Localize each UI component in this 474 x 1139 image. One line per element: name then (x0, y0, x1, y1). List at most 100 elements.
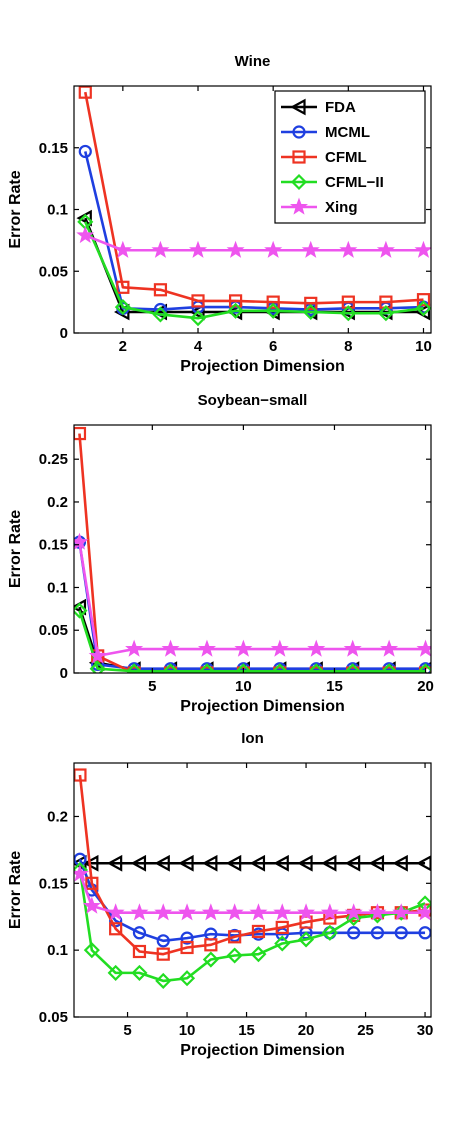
x-axis-label: Projection Dimension (180, 358, 344, 375)
data-point (346, 666, 360, 673)
data-point (370, 926, 385, 940)
data-point (85, 876, 99, 890)
data-point (151, 240, 170, 258)
data-point (130, 903, 149, 921)
data-point (392, 903, 411, 921)
data-point (202, 854, 218, 872)
series-line (78, 541, 426, 658)
data-point (251, 924, 266, 939)
x-tick-label: 25 (357, 1022, 374, 1039)
data-point (320, 903, 339, 921)
data-point (343, 639, 362, 657)
data-point (154, 903, 173, 921)
legend: FDA MCML CFML CFML−II Xing (274, 90, 426, 224)
data-point (74, 602, 88, 619)
data-point (125, 639, 144, 657)
series-line (78, 774, 426, 956)
data-point (274, 935, 291, 952)
data-point (178, 970, 196, 987)
series-line (84, 234, 424, 252)
data-point (418, 666, 431, 673)
x-tick-label: 6 (269, 338, 277, 355)
y-tick-label: 0.2 (47, 494, 68, 511)
data-point (235, 663, 252, 673)
data-point (321, 924, 338, 941)
data-point (228, 294, 243, 308)
chart-panel-1: Wine 2 4 6 8 10 0 0.05 0.1 0.15 Projection Dimensi… (7, 53, 432, 375)
data-point (417, 663, 431, 673)
data-point (74, 426, 87, 441)
x-tick-label: 15 (238, 1022, 255, 1039)
chart-title: Soybean−small (198, 392, 308, 409)
data-point (234, 639, 253, 657)
data-point (161, 639, 180, 657)
data-point (297, 903, 316, 921)
data-point (273, 854, 289, 872)
y-tick-label: 0.25 (39, 451, 68, 468)
series-line (83, 91, 424, 305)
data-point (249, 903, 268, 921)
data-point (189, 310, 207, 327)
x-tick-label: 4 (194, 338, 203, 355)
data-point (304, 296, 318, 310)
data-point (275, 920, 289, 935)
data-point (226, 240, 245, 258)
data-point (178, 903, 197, 921)
legend-marker (289, 197, 309, 215)
x-tick-label: 5 (123, 1022, 131, 1039)
data-point (416, 639, 431, 657)
data-point (392, 854, 408, 872)
data-point (78, 86, 92, 99)
data-point (106, 903, 125, 921)
data-point (132, 926, 147, 940)
series-line (84, 151, 424, 311)
data-point (302, 303, 319, 321)
y-tick-label: 0 (60, 325, 68, 342)
data-point (114, 299, 131, 316)
y-axis-label: Error Rate (7, 851, 24, 929)
data-point (382, 666, 396, 673)
data-point (297, 931, 315, 948)
data-point (394, 926, 408, 940)
data-point (156, 934, 170, 948)
data-point (106, 854, 123, 872)
data-point (82, 896, 101, 914)
data-point (270, 639, 289, 657)
data-point (377, 305, 394, 322)
data-point (376, 240, 395, 258)
y-tick-label: 0.1 (47, 202, 68, 219)
x-tick-label: 10 (179, 1022, 196, 1039)
y-tick-label: 0.05 (39, 622, 68, 639)
series-line (78, 869, 426, 983)
legend-label: CFML−II (325, 174, 384, 191)
series-line (78, 606, 426, 671)
data-point (178, 854, 194, 872)
series-layer (74, 768, 431, 989)
data-point (191, 294, 205, 308)
data-point (162, 663, 179, 673)
data-point (127, 666, 141, 673)
data-point (189, 240, 208, 258)
y-axis-label: Error Rate (7, 510, 24, 588)
data-point (113, 240, 132, 258)
data-point (180, 931, 194, 945)
data-point (78, 144, 92, 159)
chart-panel-3: Ion 5 10 15 20 25 30 0.05 0.1 0.15 0.2 Projection D… (7, 730, 433, 1059)
legend-marker (292, 125, 306, 139)
y-tick-label: 0.15 (39, 537, 68, 554)
data-point (88, 646, 107, 664)
data-point (156, 947, 170, 961)
series-line (84, 217, 424, 314)
legend-marker (290, 98, 306, 116)
y-tick-label: 0.05 (39, 1009, 68, 1026)
x-axis-label: Projection Dimension (180, 1042, 344, 1059)
data-point (345, 910, 362, 927)
data-point (153, 283, 168, 297)
data-point (76, 225, 95, 244)
legend-marker (292, 150, 306, 164)
data-point (344, 663, 361, 673)
x-tick-label: 30 (417, 1022, 434, 1039)
series-line (78, 873, 426, 915)
data-point (380, 639, 399, 657)
plot-frame (73, 762, 432, 1018)
